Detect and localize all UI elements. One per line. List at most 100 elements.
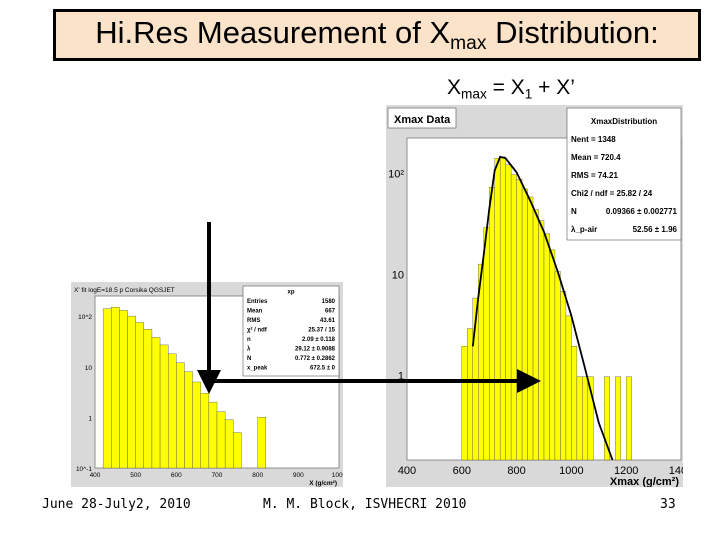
histogram-bar — [224, 419, 234, 469]
histogram-bar — [499, 156, 506, 461]
equation: Xmax = X1 + X’ — [447, 76, 575, 102]
stats-box — [242, 285, 340, 377]
stats-label: χ² / ndf — [247, 327, 268, 334]
y-tick-label: 1 — [398, 371, 404, 383]
plot-title: Xmax Data — [394, 114, 451, 126]
stats-label: RMS — [247, 318, 260, 324]
histogram-bar — [143, 329, 153, 469]
x-tick-label: 1000 — [332, 472, 343, 479]
footer-page-number: 33 — [660, 497, 676, 512]
stats-label: Entries — [247, 299, 268, 305]
histogram-bar — [494, 158, 501, 461]
stats-label: λ — [247, 347, 251, 353]
histogram-bar — [167, 353, 177, 469]
x-tick-label: 800 — [507, 465, 525, 477]
histogram-bar — [571, 346, 578, 461]
stats-value: 25.37 / 15 — [308, 328, 335, 334]
stats-value: 43.61 — [320, 318, 336, 324]
x-axis-label: X (g/cm²) — [309, 480, 337, 487]
right-histogram-svg: Xmax Data 400 600 800 1000 1200 1400 1 10 10² Xma… — [386, 105, 683, 487]
footer-date: June 28-July2, 2010 — [42, 497, 191, 512]
x-tick-label: 1400 — [669, 465, 683, 477]
right-histogram-plot: Xmax Data 400 600 800 1000 1200 1400 1 10 10² Xma… — [386, 105, 683, 487]
x-tick-label: 1200 — [614, 465, 638, 477]
x-tick-label: 400 — [398, 465, 416, 477]
histogram-bar — [102, 308, 112, 469]
histogram-bar — [538, 220, 545, 461]
plot-title-box — [387, 107, 457, 129]
stats-label: Mean = 720.4 — [571, 153, 621, 162]
stats-label: Nent = 1348 — [571, 135, 616, 144]
x-tick-label: 700 — [212, 472, 223, 479]
stats-label: N — [571, 207, 577, 216]
histogram-bar — [159, 344, 169, 469]
y-tick-label: 10 — [85, 365, 93, 372]
stats-label: Chi2 / ndf = 25.82 / 24 — [571, 189, 653, 198]
histogram-bar — [208, 401, 218, 469]
histogram-bar — [151, 337, 161, 469]
histogram-bar — [527, 196, 534, 461]
histogram-bar — [582, 376, 589, 461]
stats-header: xp — [287, 290, 294, 296]
histogram-bar — [488, 186, 495, 461]
histogram-bar — [549, 249, 556, 461]
histogram-bar — [565, 315, 572, 461]
stats-value: 2.09 ± 0.118 — [302, 337, 336, 343]
histogram-bar — [516, 178, 523, 461]
histogram-bar — [483, 227, 490, 461]
stats-value: 667 — [325, 309, 336, 315]
histogram-bar — [467, 328, 473, 461]
histogram-bar — [257, 417, 267, 469]
histogram-bar — [576, 376, 583, 461]
y-tick-label: 10 — [392, 270, 404, 282]
histogram-bar — [119, 310, 128, 469]
histogram-bar — [587, 376, 594, 461]
x-tick-label: 600 — [171, 472, 182, 479]
x-tick-label: 500 — [130, 472, 141, 479]
slide-title-box: Hi.Res Measurement of Xmax Distribution: — [53, 9, 701, 61]
histogram-bar — [604, 376, 610, 461]
histogram-bar — [111, 307, 120, 469]
stats-value: 52.56 ± 1.96 — [633, 225, 678, 234]
stats-value: 1580 — [322, 299, 336, 305]
histogram-bar — [176, 362, 185, 469]
fit-curve — [471, 155, 614, 461]
histogram-bar — [216, 411, 226, 469]
stats-box — [566, 107, 682, 241]
left-histogram-plot: X' fit logE=18.5 p Corsika QGSJET 400 500… — [71, 282, 343, 487]
stats-label: RMS = 74.21 — [571, 171, 618, 180]
slide-title: Hi.Res Measurement of Xmax Distribution: — [95, 14, 659, 55]
histogram-bar — [233, 432, 242, 469]
histogram-bar — [192, 381, 201, 469]
histogram-bar — [505, 164, 512, 461]
stats-label: Mean — [247, 309, 263, 315]
footer-author: M. M. Block, ISVHECRI 2010 — [263, 497, 467, 512]
stats-value: 29.12 ± 0.9088 — [295, 347, 336, 353]
stats-value: 672.5 ± 0 — [310, 366, 336, 372]
stats-label: λ_p-air — [571, 225, 597, 234]
y-tick-label: 10^-1 — [76, 466, 92, 473]
histogram-bar — [554, 271, 561, 461]
histogram-bar — [127, 315, 136, 469]
stats-label: N — [247, 356, 251, 362]
plot-title: X' fit logE=18.5 p Corsika QGSJET — [74, 287, 175, 294]
histogram-bar — [461, 346, 468, 461]
stats-value: 0.772 ± 0.2862 — [295, 356, 336, 362]
x-axis-label: Xmax (g/cm²) — [610, 476, 679, 487]
x-tick-label: 1000 — [559, 465, 583, 477]
histogram-bar — [135, 322, 144, 469]
histogram-bar — [532, 209, 539, 461]
y-tick-label: 10² — [388, 169, 404, 181]
histogram-bar — [615, 376, 621, 461]
histogram-bar — [625, 376, 632, 461]
y-tick-label: 1 — [88, 415, 92, 422]
histogram-bar — [560, 291, 567, 461]
x-tick-label: 800 — [252, 472, 263, 479]
histogram-bar — [521, 188, 528, 461]
histogram-bar — [184, 371, 193, 469]
x-tick-label: 600 — [453, 465, 471, 477]
stats-label: x_peak — [247, 366, 268, 372]
stats-label: n — [247, 337, 251, 343]
histogram-bar — [543, 233, 550, 461]
stats-value: 0.09366 ± 0.002771 — [606, 207, 678, 216]
